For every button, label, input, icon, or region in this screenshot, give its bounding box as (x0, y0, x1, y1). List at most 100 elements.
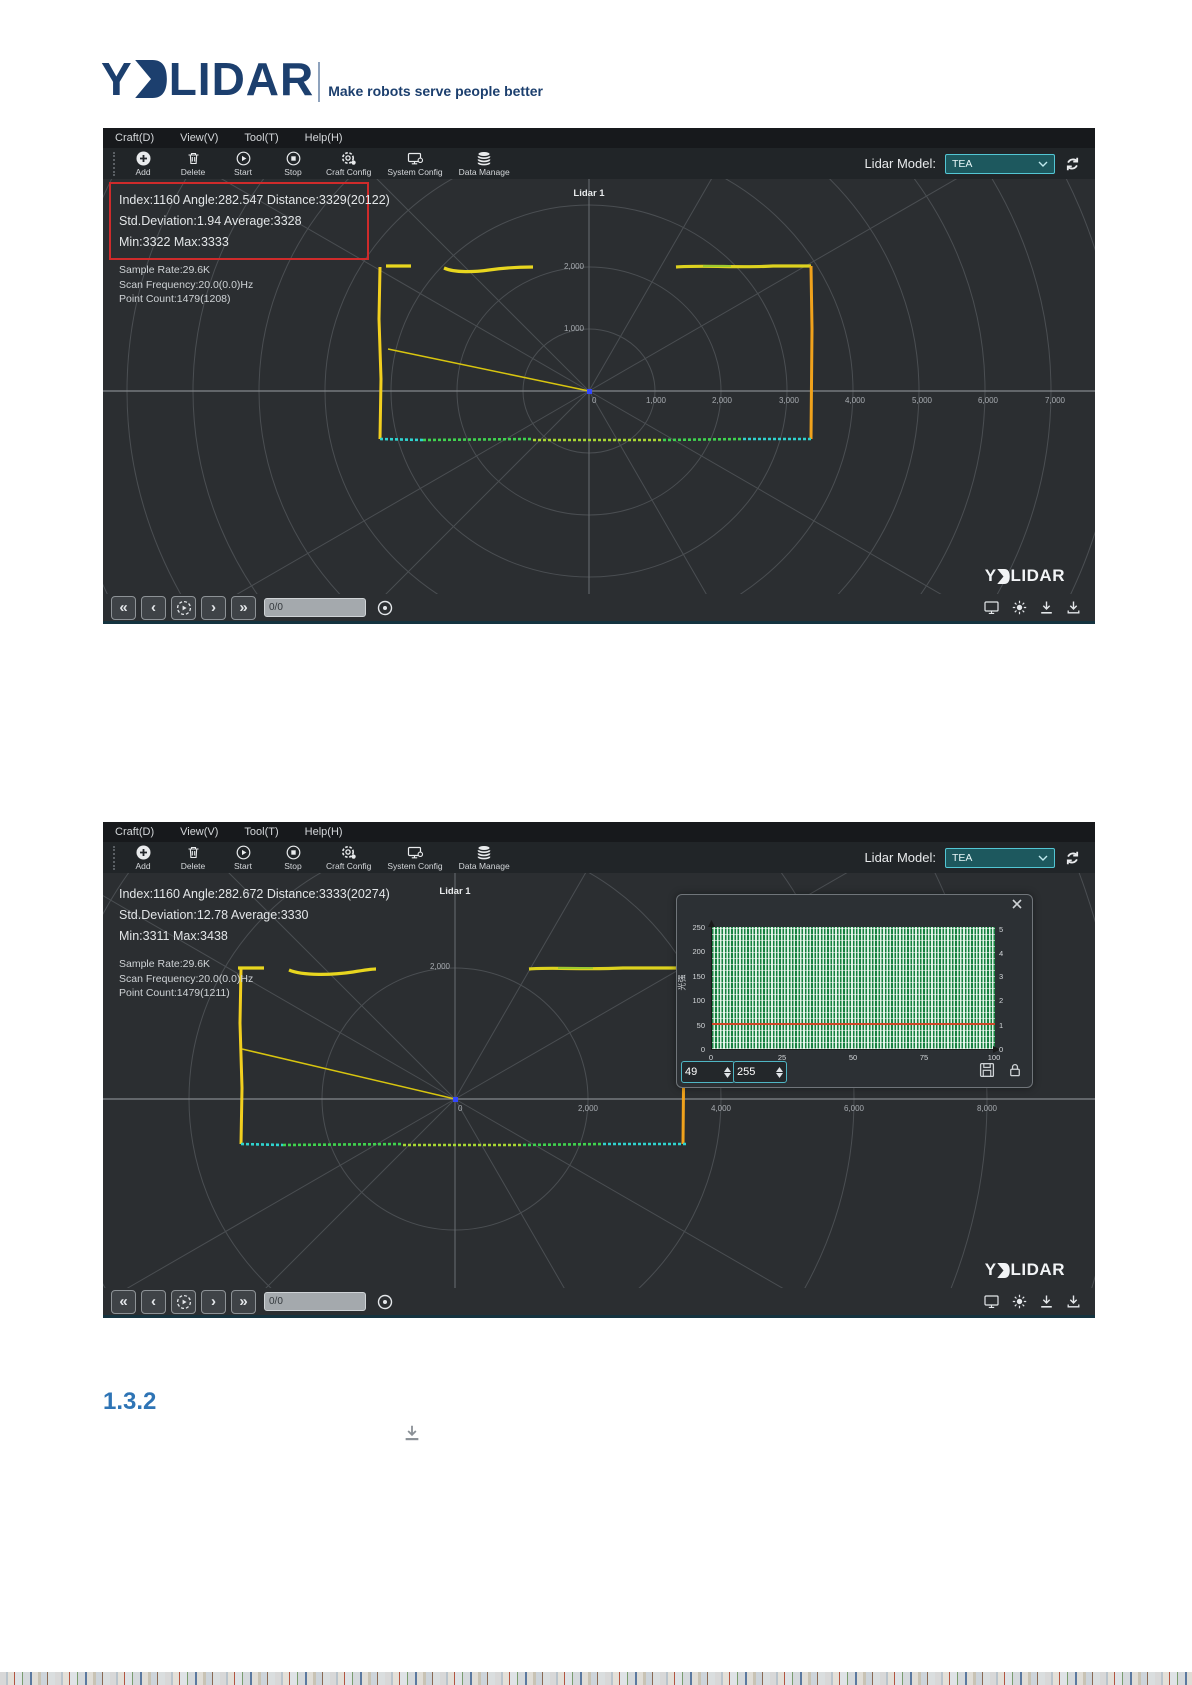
brightness-icon[interactable] (1012, 600, 1027, 615)
step-back-button[interactable]: ‹ (141, 595, 166, 620)
logo-d-icon (134, 60, 167, 98)
data-manage-button[interactable]: Data Manage (459, 151, 510, 177)
intensity-axis-label: 光强 (677, 974, 687, 991)
y-tick: 50 (696, 1021, 705, 1030)
spinner-arrows-icon[interactable] (776, 1066, 783, 1078)
craft-config-button[interactable]: Craft Config (326, 151, 371, 177)
logo-rest: LIDAR (168, 53, 315, 105)
y-tick: 150 (692, 972, 705, 981)
max-intensity-spinner[interactable]: 255 (733, 1061, 787, 1083)
scan-info: Sample Rate:29.6K Scan Frequency:20.0(0.… (119, 958, 254, 999)
logo-d-icon (997, 568, 1010, 584)
x-tick: 50 (848, 1053, 858, 1062)
polar-plot: 0 1,000 2,000 3,000 4,000 5,000 6,000 7,… (103, 179, 1095, 594)
lidar-app-screenshot-2: Craft(D) View(V) Tool(T) Help(H) Add Del… (103, 822, 1095, 1318)
scan-info: Sample Rate:29.6K Scan Frequency:20.0(0.… (119, 264, 254, 305)
menu-craft[interactable]: Craft(D) (115, 826, 155, 838)
record-indicator-icon[interactable] (377, 600, 393, 616)
svg-text:7,000: 7,000 (1045, 396, 1066, 405)
lidar-model-select[interactable]: TEA (945, 847, 1055, 868)
add-button[interactable]: Add (126, 845, 160, 871)
screen-capture-icon[interactable] (984, 600, 1000, 615)
y-tick-right: 5 (999, 925, 1004, 934)
scan-view[interactable]: 0 1,000 2,000 3,000 4,000 5,000 6,000 7,… (103, 179, 1095, 594)
min-intensity-spinner[interactable]: 49 (681, 1061, 735, 1083)
stop-button[interactable]: Stop (276, 845, 310, 871)
refresh-icon[interactable] (1064, 850, 1081, 866)
scan-view[interactable]: 0 2,000 4,000 6,000 8,000 2,000 (103, 873, 1095, 1288)
download-data-icon[interactable] (1039, 600, 1054, 615)
svg-text:6,000: 6,000 (844, 1104, 865, 1113)
menu-help[interactable]: Help(H) (304, 132, 343, 144)
start-button[interactable]: Start (226, 151, 260, 177)
download-data-icon[interactable] (1039, 1294, 1054, 1309)
menu-view[interactable]: View(V) (180, 826, 219, 838)
menu-view[interactable]: View(V) (180, 132, 219, 144)
x-tick: 25 (777, 1053, 787, 1062)
plot-title: Lidar 1 (439, 886, 471, 897)
replay-button[interactable] (171, 1289, 196, 1314)
scan-stats: Index:1160 Angle:282.672 Distance:3333(2… (119, 887, 390, 943)
laser-pointer-line (241, 1048, 456, 1100)
chevron-down-icon (1038, 161, 1048, 167)
screen-capture-icon[interactable] (984, 1294, 1000, 1309)
system-config-button[interactable]: System Config (387, 845, 443, 871)
close-icon[interactable] (1010, 897, 1024, 911)
menu-help[interactable]: Help(H) (304, 826, 343, 838)
delete-button[interactable]: Delete (176, 151, 210, 177)
play-record-icon (176, 1294, 191, 1309)
svg-text:1,000: 1,000 (564, 324, 585, 333)
download-image-icon[interactable] (1066, 600, 1081, 615)
toolbar: Add Delete Start Stop Craft Config Syste… (103, 842, 1095, 873)
record-indicator-icon[interactable] (377, 1294, 393, 1310)
menu-bar: Craft(D) View(V) Tool(T) Help(H) (103, 822, 1095, 842)
gear-icon (341, 845, 356, 859)
monitor-gear-icon (407, 152, 423, 164)
refresh-icon[interactable] (1064, 156, 1081, 172)
svg-text:4,000: 4,000 (711, 1104, 732, 1113)
database-icon (477, 151, 491, 165)
replay-button[interactable] (171, 595, 196, 620)
delete-button[interactable]: Delete (176, 845, 210, 871)
menu-craft[interactable]: Craft(D) (115, 132, 155, 144)
stop-button[interactable]: Stop (276, 151, 310, 177)
toolbar: Add Delete Start Stop Craft Config Syste… (103, 148, 1095, 179)
menu-tool[interactable]: Tool(T) (244, 826, 279, 838)
svg-text:2,000: 2,000 (578, 1104, 599, 1113)
step-forward-button[interactable]: › (201, 1289, 226, 1314)
page-bottom-image-strip (0, 1672, 1192, 1685)
craft-config-button[interactable]: Craft Config (326, 845, 371, 871)
playback-bar: « ‹ › » (103, 594, 1095, 621)
frame-counter-input[interactable] (264, 1292, 366, 1311)
add-button[interactable]: Add (126, 151, 160, 177)
highlight-red-box (109, 182, 369, 260)
spinner-arrows-icon[interactable] (724, 1066, 731, 1078)
x-tick: 100 (987, 1053, 1001, 1062)
database-icon (477, 845, 491, 859)
skip-to-end-button[interactable]: » (231, 595, 256, 620)
skip-to-start-button[interactable]: « (111, 1289, 136, 1314)
svg-text:2,000: 2,000 (712, 396, 733, 405)
y-tick-right: 4 (999, 949, 1004, 958)
laser-pointer-line (387, 348, 590, 392)
polar-plot: 0 2,000 4,000 6,000 8,000 2,000 (103, 873, 1095, 1288)
system-config-button[interactable]: System Config (387, 151, 443, 177)
y-tick-right: 3 (999, 972, 1004, 981)
skip-to-start-button[interactable]: « (111, 595, 136, 620)
brightness-icon[interactable] (1012, 1294, 1027, 1309)
save-icon[interactable] (979, 1062, 995, 1078)
menu-tool[interactable]: Tool(T) (244, 132, 279, 144)
y-tick-right: 1 (999, 1021, 1004, 1030)
lidar-model-select[interactable]: TEA (945, 153, 1055, 174)
skip-to-end-button[interactable]: » (231, 1289, 256, 1314)
step-forward-button[interactable]: › (201, 595, 226, 620)
monitor-gear-icon (407, 846, 423, 858)
data-manage-button[interactable]: Data Manage (459, 845, 510, 871)
lock-icon[interactable] (1007, 1062, 1023, 1078)
x-tick: 75 (919, 1053, 929, 1062)
frame-counter-input[interactable] (264, 598, 366, 617)
download-image-icon[interactable] (1066, 1294, 1081, 1309)
axis-arrow-right-icon (993, 1046, 1000, 1053)
start-button[interactable]: Start (226, 845, 260, 871)
step-back-button[interactable]: ‹ (141, 1289, 166, 1314)
